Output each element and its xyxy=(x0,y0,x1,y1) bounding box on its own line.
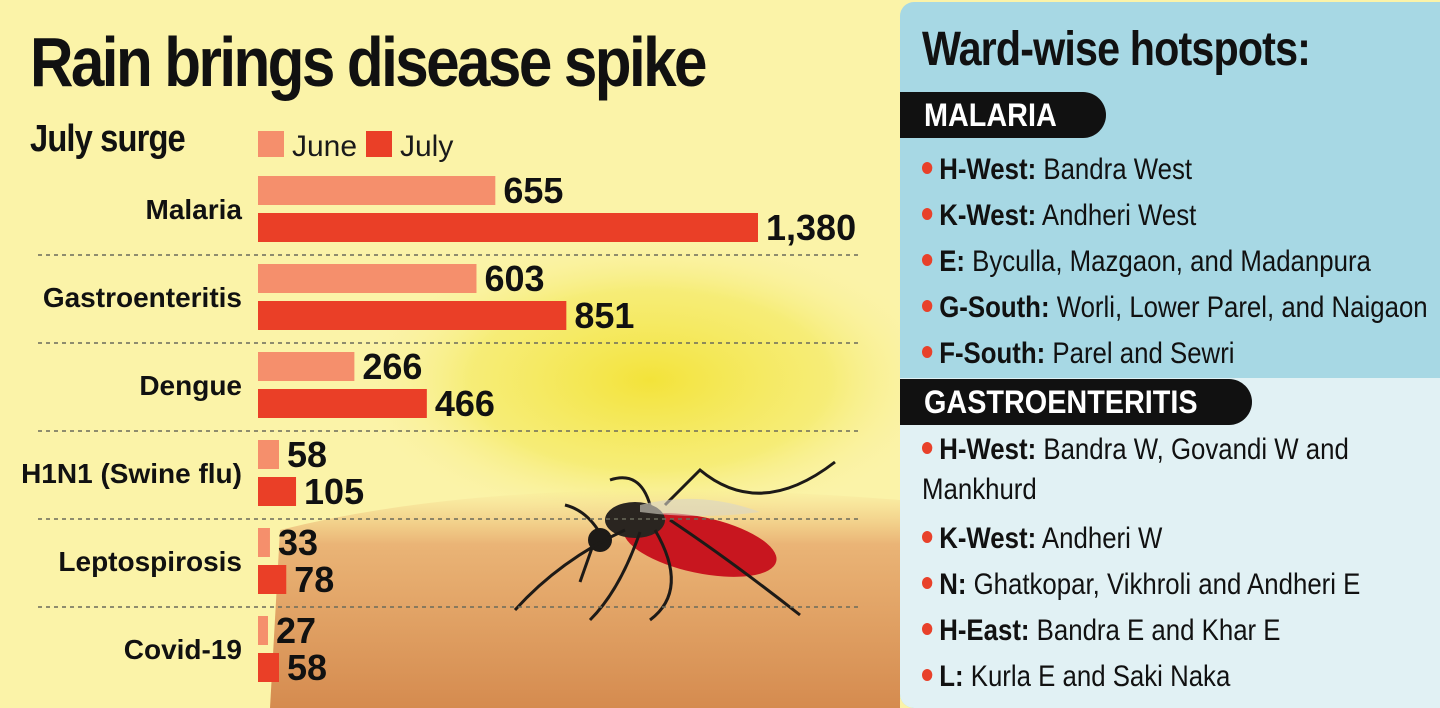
legend-label-june: June xyxy=(292,130,357,163)
data-label-june: 58 xyxy=(287,434,327,475)
bullet-icon xyxy=(922,300,933,313)
bar-july xyxy=(258,565,287,594)
bullet-icon xyxy=(922,531,933,544)
list-item: K-West: Andheri West xyxy=(922,193,1428,239)
bullet-icon xyxy=(922,208,933,221)
gastroenteritis-section-heading: GASTROENTERITIS xyxy=(900,379,1252,425)
bar-june xyxy=(258,528,270,557)
data-label-june: 603 xyxy=(484,258,544,299)
gastroenteritis-ward-list: H-West: Bandra W, Govandi W and Mankhurd… xyxy=(922,430,1440,700)
bullet-icon xyxy=(922,162,933,175)
legend-swatch-june xyxy=(258,131,284,157)
legend-label-july: July xyxy=(400,130,453,163)
bar-chart: June July Malaria 655 1,380 Gastroenteritis 60… xyxy=(21,130,858,688)
data-label-july: 105 xyxy=(304,471,364,512)
list-item: H-East: Bandra E and Khar E xyxy=(922,608,1404,654)
data-label-june: 655 xyxy=(503,170,563,211)
category-label: Covid-19 xyxy=(124,634,242,665)
bullet-icon xyxy=(922,577,933,590)
bar-july xyxy=(258,301,567,330)
list-item: K-West: Andheri W xyxy=(922,516,1404,562)
malaria-ward-list: H-West: Bandra West K-West: Andheri West… xyxy=(922,147,1440,377)
data-label-june: 266 xyxy=(362,346,422,387)
bar-july xyxy=(258,213,758,242)
bar-june xyxy=(258,440,280,469)
hotspots-panel: Ward-wise hotspots: MALARIA H-West: Band… xyxy=(900,2,1440,708)
bar-july xyxy=(258,389,427,418)
category-label: H1N1 (Swine flu) xyxy=(21,458,242,489)
bullet-icon xyxy=(922,254,933,267)
malaria-section-heading: MALARIA xyxy=(900,92,1106,138)
list-item: F-South: Parel and Sewri xyxy=(922,331,1428,377)
data-label-july: 58 xyxy=(287,647,327,688)
data-label-july: 1,380 xyxy=(766,207,856,248)
chart-title: July surge xyxy=(30,118,186,160)
bar-july xyxy=(258,653,280,682)
bullet-icon xyxy=(922,669,933,682)
list-item: E: Byculla, Mazgaon, and Madanpura xyxy=(922,239,1428,285)
data-label-june: 27 xyxy=(276,610,316,651)
category-label: Leptospirosis xyxy=(58,546,242,577)
bar-june xyxy=(258,176,496,205)
headline: Rain brings disease spike xyxy=(30,23,708,101)
data-label-july: 78 xyxy=(294,559,334,600)
bar-june xyxy=(258,352,355,381)
list-item: L: Kurla E and Saki Naka xyxy=(922,654,1404,700)
gastro-section-background xyxy=(900,378,1440,708)
list-item: H-West: Bandra West xyxy=(922,147,1428,193)
bar-july xyxy=(258,477,297,506)
bullet-icon xyxy=(922,346,933,359)
list-item: N: Ghatkopar, Vikhroli and Andheri E xyxy=(922,562,1404,608)
bullet-icon xyxy=(922,623,933,636)
data-label-july: 466 xyxy=(435,383,495,424)
category-label: Dengue xyxy=(139,370,242,401)
data-label-june: 33 xyxy=(278,522,318,563)
category-label: Malaria xyxy=(146,194,243,225)
bar-june xyxy=(258,264,477,293)
list-item: H-West: Bandra W, Govandi W and Mankhurd xyxy=(922,433,1349,506)
bullet-icon xyxy=(922,442,933,455)
list-item: G-South: Worli, Lower Parel, and Naigaon xyxy=(922,285,1428,331)
legend-swatch-july xyxy=(366,131,392,157)
hotspots-title: Ward-wise hotspots: xyxy=(922,23,1311,76)
data-label-july: 851 xyxy=(574,295,634,336)
chart-panel: Rain brings disease spike July surge Jun… xyxy=(21,23,900,708)
bar-june xyxy=(258,616,268,645)
category-label: Gastroenteritis xyxy=(43,282,242,313)
